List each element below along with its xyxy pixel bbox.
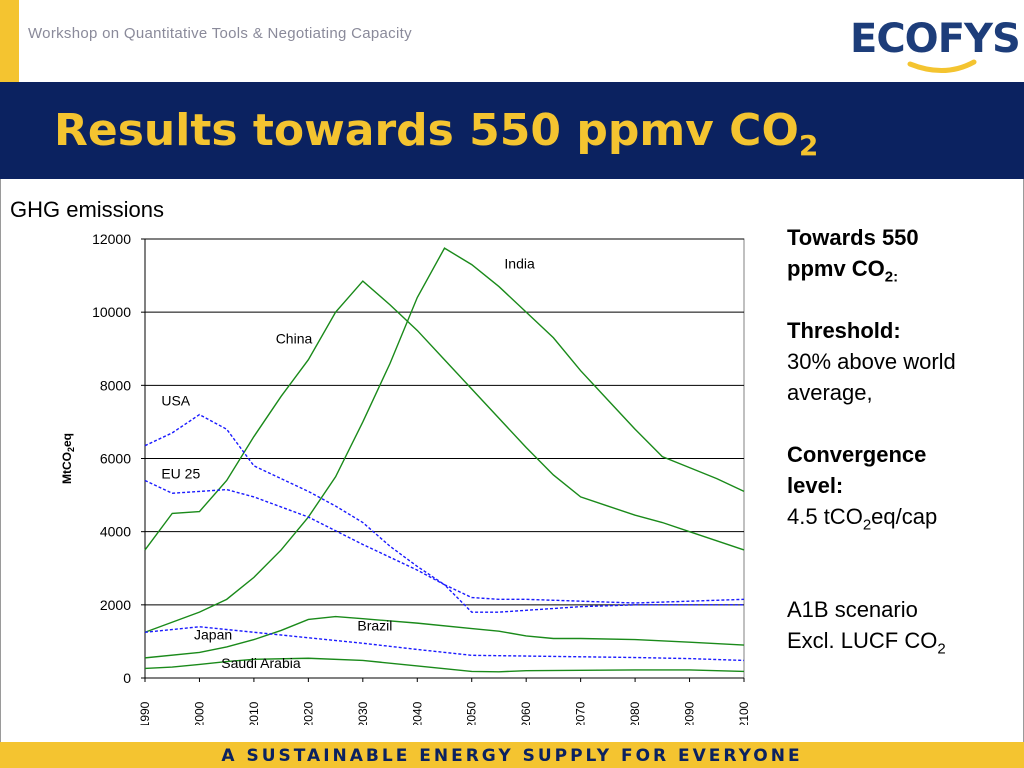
page-title: Results towards 550 ppmv CO2 xyxy=(54,105,819,162)
y-tick-label: 2000 xyxy=(100,597,131,613)
x-tick-label: 2070 xyxy=(574,701,588,725)
y-tick-label: 12000 xyxy=(92,231,131,247)
scenario-text: A1B scenario xyxy=(787,597,918,622)
x-tick-label: 2000 xyxy=(192,701,206,725)
series-line-china xyxy=(144,280,745,551)
x-tick-label: 2050 xyxy=(465,701,479,725)
x-tick-label: 2080 xyxy=(628,701,642,725)
y-axis-label: MtCO2eq xyxy=(60,433,76,484)
series-line-brazil xyxy=(144,615,745,659)
y-tick-label: 10000 xyxy=(92,304,131,320)
workshop-title: Workshop on Quantitative Tools & Negotia… xyxy=(28,25,412,42)
series-label: Brazil xyxy=(357,617,392,633)
x-tick-label: 2060 xyxy=(519,701,533,725)
series-label: Japan xyxy=(194,627,232,643)
threshold-value: 30% above world average, xyxy=(787,349,956,405)
convergence-label: Convergence level: xyxy=(787,442,927,498)
series-line-eu-25 xyxy=(144,479,744,613)
x-tick-label: 2020 xyxy=(301,701,315,725)
title-bar xyxy=(0,82,1024,179)
x-tick-label: 2090 xyxy=(683,701,697,725)
emissions-line-chart: 0 2000 4000 6000 8000 10000 12000 1990 2000 2010 2… xyxy=(60,231,751,725)
series-label: USA xyxy=(161,392,190,408)
logo-eco: ECO xyxy=(850,16,939,62)
chart-heading: GHG emissions xyxy=(10,197,165,222)
y-tick-label: 8000 xyxy=(100,377,131,393)
series-label: EU 25 xyxy=(161,466,200,482)
series-label: China xyxy=(276,330,313,346)
towards-heading: Towards 550 ppmv CO2: xyxy=(787,225,919,286)
logo-fys: FYS xyxy=(937,16,1021,62)
footer-bar xyxy=(0,742,1024,768)
header-accent xyxy=(0,0,19,82)
series-line-japan xyxy=(144,626,745,662)
series-line-india xyxy=(144,247,745,633)
y-tick-label: 6000 xyxy=(100,451,131,467)
footer-tagline: A SUSTAINABLE ENERGY SUPPLY FOR EVERYONE xyxy=(221,746,803,766)
x-tick-label: 1990 xyxy=(138,701,152,725)
logo-swoosh-icon xyxy=(907,59,977,74)
series-line-saudi-arabia xyxy=(144,657,745,673)
series-label: India xyxy=(504,255,535,271)
x-tick-label: 2040 xyxy=(410,701,424,725)
threshold-label: Threshold: xyxy=(787,318,901,343)
x-tick-label: 2030 xyxy=(356,701,370,725)
excl-text: Excl. LUCF CO2 xyxy=(787,628,946,658)
ecofys-logo: ECOFYS xyxy=(850,14,1021,74)
y-tick-label: 0 xyxy=(123,670,131,686)
x-tick-label: 2010 xyxy=(247,701,261,725)
convergence-value: 4.5 tCO2eq/cap xyxy=(787,504,938,534)
x-tick-label: 2100 xyxy=(737,701,751,725)
y-tick-label: 4000 xyxy=(100,524,131,540)
sidebar-notes: Towards 550 ppmv CO2: Threshold: 30% abov… xyxy=(787,222,1017,656)
header-bar xyxy=(0,0,1024,82)
series-label: Saudi Arabia xyxy=(221,655,301,671)
